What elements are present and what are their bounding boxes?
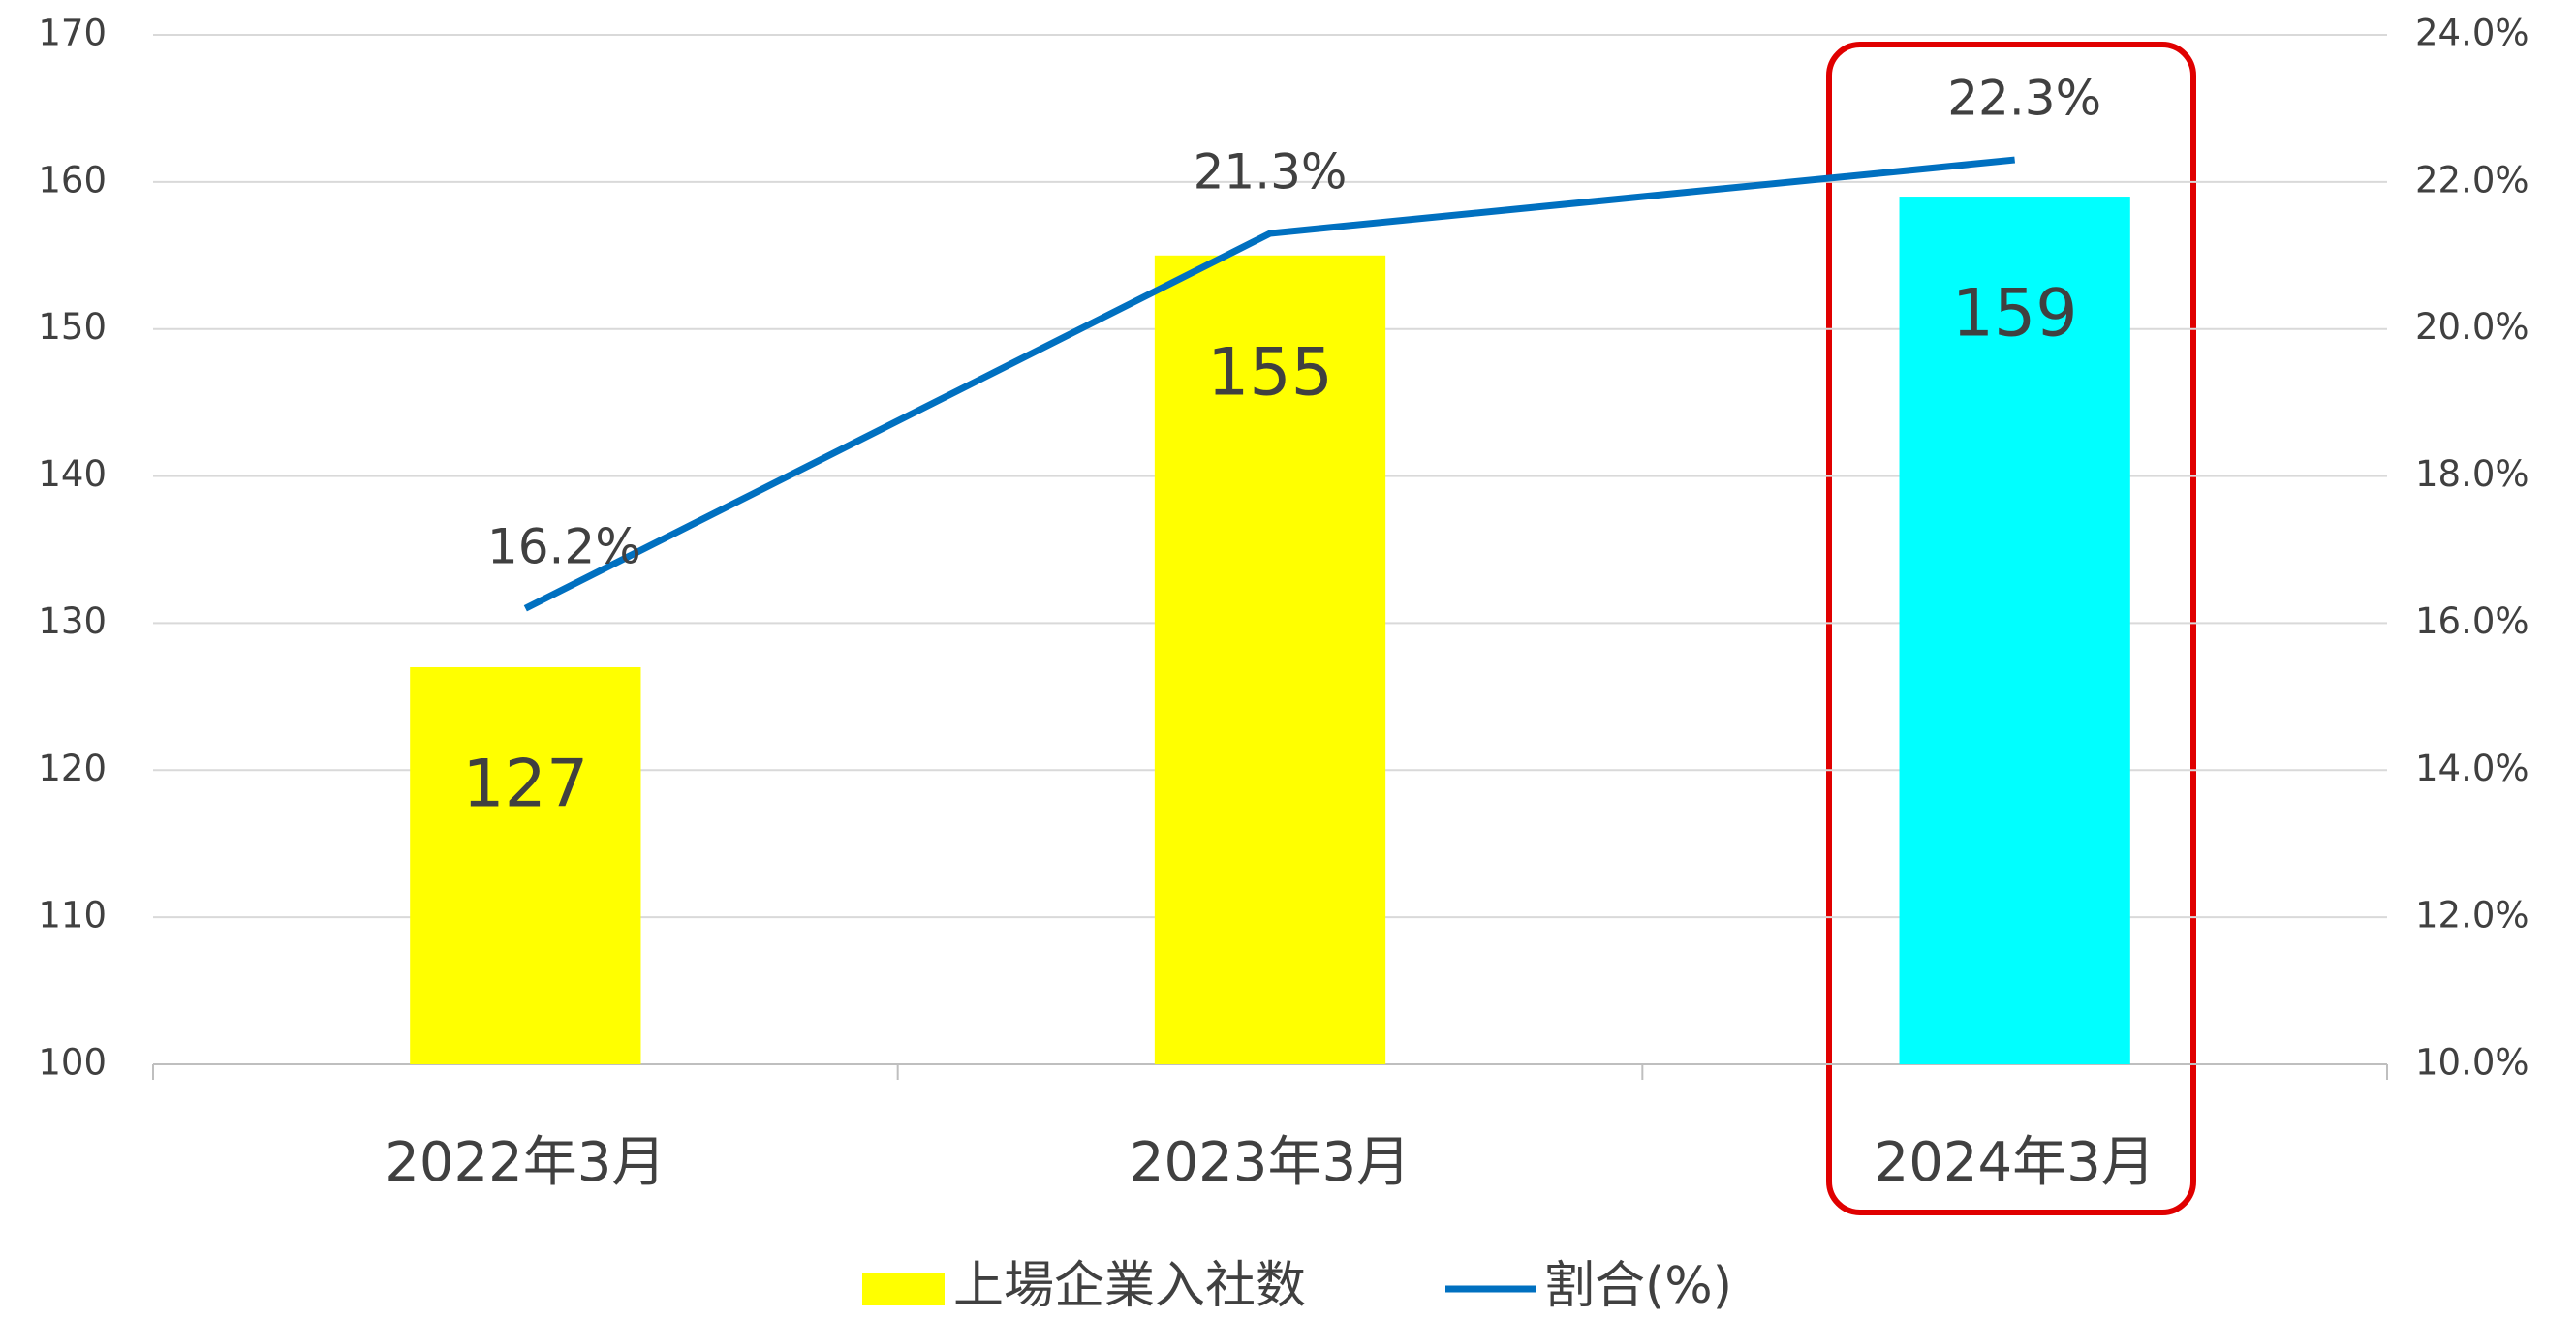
- legend-label: 割合(%): [1544, 1257, 1732, 1315]
- bar-value-label: 159: [1952, 276, 2078, 353]
- y-tick-label: 150: [38, 306, 107, 348]
- y2-tick-label: 14.0%: [2415, 748, 2529, 789]
- y-tick-label: 140: [38, 453, 107, 495]
- y2-tick-label: 22.0%: [2415, 159, 2529, 200]
- x-tick-label: 2023年3月: [1130, 1131, 1411, 1194]
- line: [523, 156, 2016, 612]
- line-value-label: 21.3%: [1194, 144, 1348, 200]
- line-value-label: 16.2%: [487, 519, 641, 575]
- bar-value-label: 155: [1207, 334, 1333, 411]
- y-tick-label: 130: [38, 600, 107, 642]
- bar: [1154, 255, 1386, 1064]
- x-tick-label: 2022年3月: [385, 1131, 666, 1194]
- y2-tick-label: 12.0%: [2415, 895, 2529, 936]
- line-value-label: 22.3%: [1947, 71, 2101, 127]
- y2-tick-label: 18.0%: [2415, 453, 2529, 495]
- y2-tick-label: 24.0%: [2415, 13, 2529, 54]
- bar: [410, 666, 641, 1064]
- y2-tick-label: 20.0%: [2415, 306, 2529, 348]
- y2-tick-label: 10.0%: [2415, 1042, 2529, 1084]
- y-tick-label: 160: [38, 159, 107, 200]
- legend-label: 上場企業入社数: [953, 1257, 1306, 1315]
- y2-tick-label: 16.0%: [2415, 600, 2529, 642]
- highlight-box: [1826, 42, 2196, 1215]
- x-tick-label: 2024年3月: [1875, 1131, 2156, 1194]
- y-tick-label: 120: [38, 748, 107, 789]
- y-tick-label: 110: [38, 895, 107, 936]
- legend-swatch: [862, 1273, 945, 1305]
- bar: [1899, 197, 2130, 1065]
- bar-value-label: 127: [462, 747, 588, 823]
- y-tick-label: 100: [38, 1042, 107, 1084]
- y-tick-label: 170: [38, 13, 107, 54]
